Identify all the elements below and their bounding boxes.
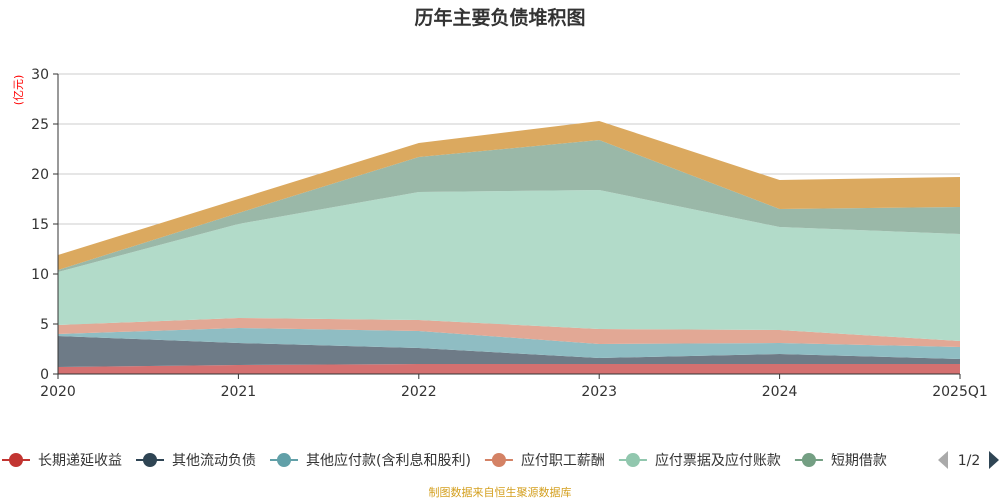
y-tick-label: 15 xyxy=(31,217,49,233)
y-tick-label: 10 xyxy=(31,267,49,283)
x-tick-label: 2025Q1 xyxy=(932,384,988,400)
legend-marker-icon xyxy=(9,453,23,467)
y-tick-label: 20 xyxy=(31,167,49,183)
y-tick-label: 5 xyxy=(40,317,49,333)
legend-item[interactable]: 应付票据及应付账款 xyxy=(618,452,781,469)
area-series-2 xyxy=(58,328,960,359)
area-series-3 xyxy=(58,318,960,347)
legend-item[interactable]: 短期借款 xyxy=(794,453,887,469)
y-tick-label: 25 xyxy=(31,117,49,133)
y-tick-label: 0 xyxy=(40,367,49,383)
area-series-1 xyxy=(58,336,960,367)
legend-label: 其他流动负债 xyxy=(172,453,256,469)
x-tick-label: 2021 xyxy=(221,384,257,400)
legend-marker-icon xyxy=(625,453,640,467)
legend-item[interactable]: 其他流动负债 xyxy=(136,453,256,469)
area-series-5 xyxy=(58,140,960,272)
legend-label: 应付票据及应付账款 xyxy=(655,452,781,469)
area-series-0 xyxy=(58,364,960,374)
x-tick-label: 2023 xyxy=(581,384,617,400)
y-axis-label: (亿元) xyxy=(12,75,25,106)
legend-label: 短期借款 xyxy=(831,453,887,469)
legend-item[interactable]: 其他应付款(含利息和股利) xyxy=(270,452,471,469)
x-tick-label: 2020 xyxy=(40,384,76,400)
area-series-4 xyxy=(58,190,960,341)
legend-page-indicator: 1/2 xyxy=(958,453,981,469)
legend-marker-icon xyxy=(801,453,816,467)
data-source-footer: 制图数据来自恒生聚源数据库 xyxy=(429,485,572,499)
legend-item[interactable]: 长期递延收益 xyxy=(2,453,122,469)
y-tick-label: 30 xyxy=(31,67,49,83)
legend-item[interactable]: 应付职工薪酬 xyxy=(484,452,605,469)
legend-label: 长期递延收益 xyxy=(38,453,122,469)
x-tick-label: 2022 xyxy=(401,384,437,400)
chart-title: 历年主要负债堆积图 xyxy=(414,6,585,29)
legend-next-page-icon[interactable] xyxy=(989,451,999,469)
legend-marker-icon xyxy=(143,453,157,467)
x-tick-label: 2024 xyxy=(762,384,798,400)
legend-marker-icon xyxy=(491,453,506,467)
area-series-6 xyxy=(58,121,960,270)
legend-marker-icon xyxy=(277,453,291,467)
legend-prev-page-icon[interactable] xyxy=(938,451,948,469)
legend-label: 应付职工薪酬 xyxy=(521,452,605,469)
legend-label: 其他应付款(含利息和股利) xyxy=(306,452,471,469)
